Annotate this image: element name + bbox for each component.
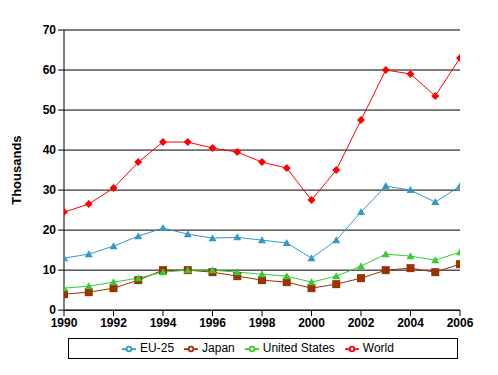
svg-text:1992: 1992 <box>100 316 127 330</box>
svg-text:2006: 2006 <box>447 316 474 330</box>
svg-text:60: 60 <box>43 63 57 77</box>
svg-text:2004: 2004 <box>397 316 424 330</box>
svg-text:20: 20 <box>43 223 57 237</box>
svg-text:2000: 2000 <box>298 316 325 330</box>
html-text:World: World <box>362 341 394 356</box>
svg-text:10: 10 <box>43 263 57 277</box>
svg-text:2002: 2002 <box>348 316 375 330</box>
svg-text:40: 40 <box>43 143 57 157</box>
html-text:EU-25: EU-25 <box>140 341 175 356</box>
html-text:Japan: Japan <box>202 341 235 356</box>
svg-text:1998: 1998 <box>249 316 276 330</box>
svg-text:1996: 1996 <box>199 316 226 330</box>
svg-text:50: 50 <box>43 103 57 117</box>
svg-text:1990: 1990 <box>51 316 78 330</box>
svg-text:Thousands: Thousands <box>9 135 24 204</box>
html-text:United States: United States <box>262 341 335 356</box>
svg-text:1994: 1994 <box>150 316 177 330</box>
svg-text:30: 30 <box>43 183 57 197</box>
svg-text:70: 70 <box>43 23 57 37</box>
svg-text:0: 0 <box>49 303 56 317</box>
